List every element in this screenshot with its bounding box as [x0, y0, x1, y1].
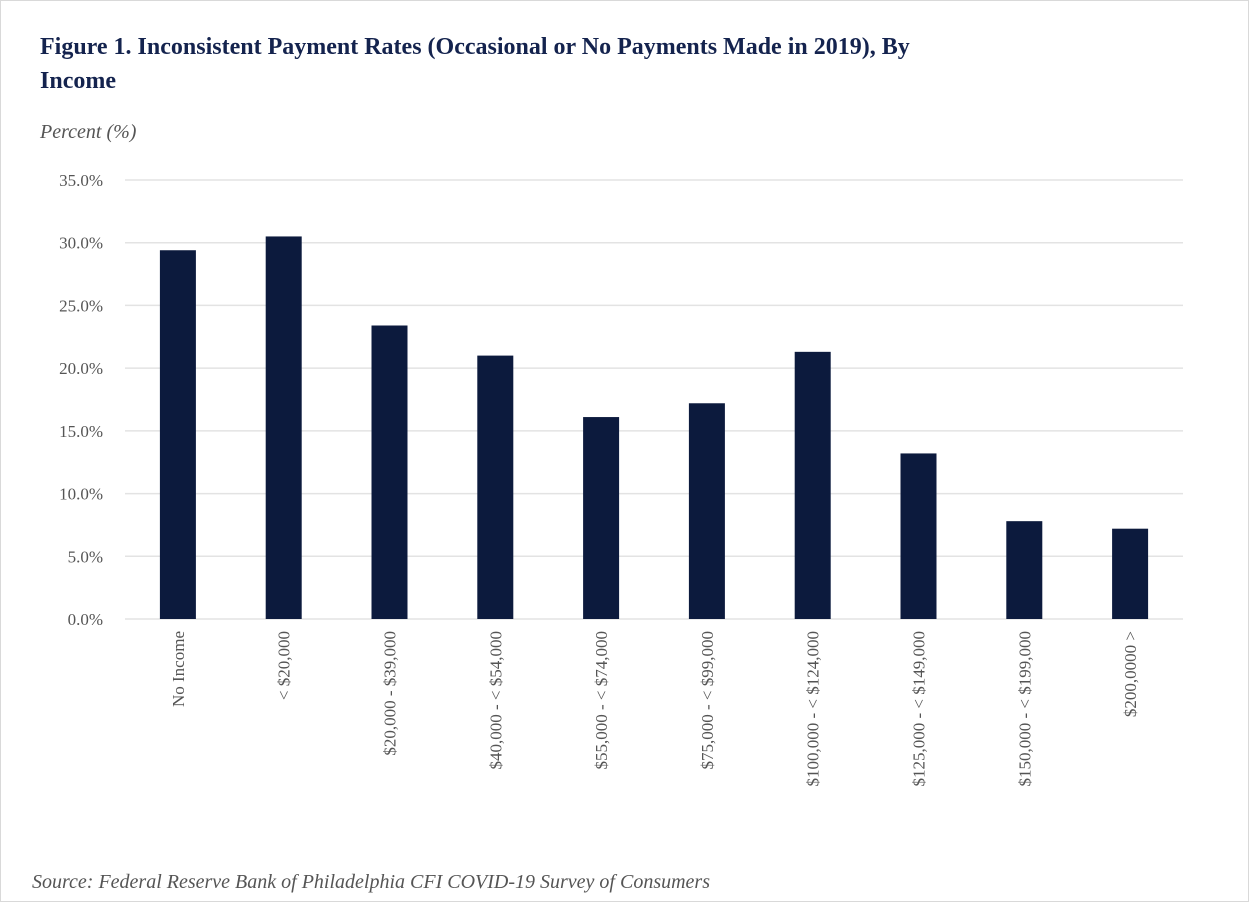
- y-tick-label: 15.0%: [59, 422, 103, 441]
- y-tick-label: 10.0%: [59, 485, 103, 504]
- bar: [265, 236, 302, 619]
- chart-title: Figure 1. Inconsistent Payment Rates (Oc…: [40, 34, 910, 94]
- bar: [159, 250, 196, 620]
- bar: [477, 355, 514, 619]
- source: Source: Federal Reserve Bank of Philadel…: [32, 871, 710, 893]
- x-tick-label: $55,000 - < $74,000: [592, 631, 611, 770]
- x-tick-label: $40,000 - < $54,000: [486, 631, 505, 770]
- x-tick-label: $200,0000 >: [1121, 631, 1140, 717]
- x-tick-label: $20,000 - $39,000: [381, 631, 400, 756]
- bar: [583, 417, 620, 619]
- x-tick-label: $125,000 - < $149,000: [910, 631, 929, 787]
- y-tick-label: 30.0%: [59, 234, 103, 253]
- x-tick-label: $100,000 - < $124,000: [804, 631, 823, 787]
- x-tick-label: $75,000 - < $99,000: [698, 631, 717, 770]
- bar: [900, 453, 937, 619]
- bar: [1006, 521, 1043, 619]
- bar: [794, 351, 831, 619]
- y-tick-label: 0.0%: [68, 610, 103, 629]
- bar: [371, 325, 408, 619]
- x-tick-label: $150,000 - < $199,000: [1015, 631, 1034, 787]
- y-tick-label: 20.0%: [59, 359, 103, 378]
- bar: [1112, 528, 1149, 619]
- y-tick-label: 5.0%: [68, 547, 103, 566]
- x-tick-label: < $20,000: [275, 631, 294, 700]
- y-tick-label: 25.0%: [59, 296, 103, 315]
- y-axis-label: Percent (%): [39, 121, 137, 143]
- y-tick-label: 35.0%: [59, 171, 103, 190]
- bar: [688, 403, 725, 619]
- x-tick-label: No Income: [169, 631, 188, 707]
